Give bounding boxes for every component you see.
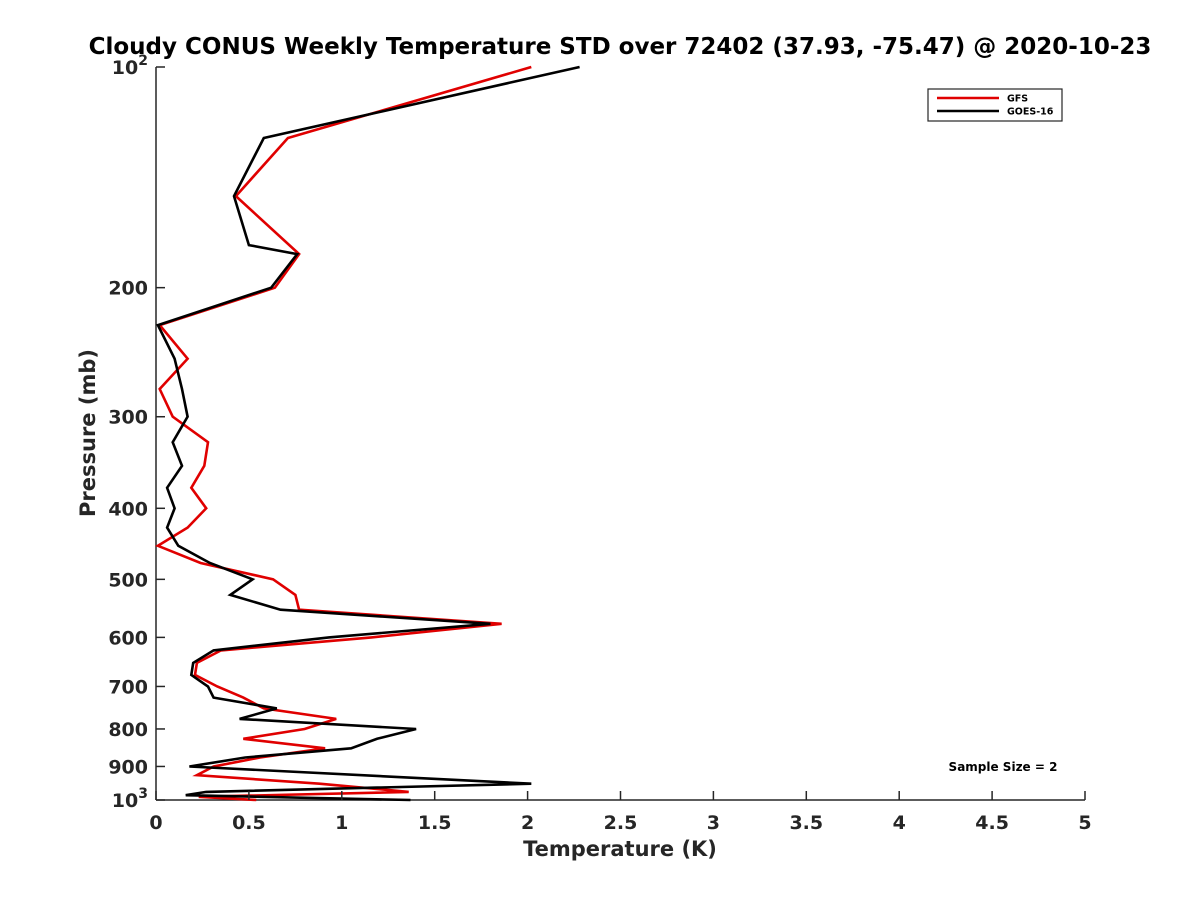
- y-tick-label: 900: [108, 756, 148, 778]
- y-tick-label: 200: [108, 278, 148, 300]
- x-tick-label: 4.5: [975, 812, 1009, 834]
- x-tick-label: 3: [707, 812, 720, 834]
- chart-title: Cloudy CONUS Weekly Temperature STD over…: [89, 34, 1152, 60]
- series-line-goes-16: [156, 65, 580, 802]
- y-tick-label: 400: [108, 498, 148, 520]
- y-tick-label: 102: [112, 53, 148, 79]
- x-tick-label: 0.5: [232, 812, 266, 834]
- y-tick-label: 103: [112, 786, 148, 812]
- y-tick-label: 600: [108, 627, 148, 649]
- y-tick-label: 700: [108, 676, 148, 698]
- x-tick-label: 1.5: [418, 812, 452, 834]
- y-axis-label: Pressure (mb): [76, 349, 100, 517]
- x-tick-label: 2: [521, 812, 534, 834]
- x-tick-label: 1: [335, 812, 348, 834]
- y-tick-label: 300: [108, 407, 148, 429]
- series-layer: [155, 65, 580, 802]
- legend-label-goes-16: GOES-16: [1007, 107, 1054, 118]
- x-tick-label: 4: [893, 812, 906, 834]
- y-tick-label: 800: [108, 719, 148, 741]
- legend-box: [927, 88, 1063, 122]
- legend: GFS GOES-16: [927, 88, 1063, 122]
- series-line-gfs: [155, 65, 532, 802]
- x-tick-label: 5: [1078, 812, 1091, 834]
- x-tick-label: 2.5: [604, 812, 638, 834]
- x-axis-label: Temperature (K): [523, 837, 717, 861]
- legend-label-gfs: GFS: [1007, 94, 1028, 105]
- x-tick-label: 0: [149, 812, 162, 834]
- x-axis: 0 0.5 1 1.5 2 2.5 3 3.5 4 4.5 5: [149, 791, 1092, 834]
- sample-size-annotation: Sample Size = 2: [949, 760, 1058, 774]
- plot-area: [155, 67, 1085, 801]
- x-tick-label: 3.5: [789, 812, 823, 834]
- y-tick-label: 500: [108, 569, 148, 591]
- y-axis: 102 200 300 400 500 600 700 800 900 103: [108, 53, 165, 812]
